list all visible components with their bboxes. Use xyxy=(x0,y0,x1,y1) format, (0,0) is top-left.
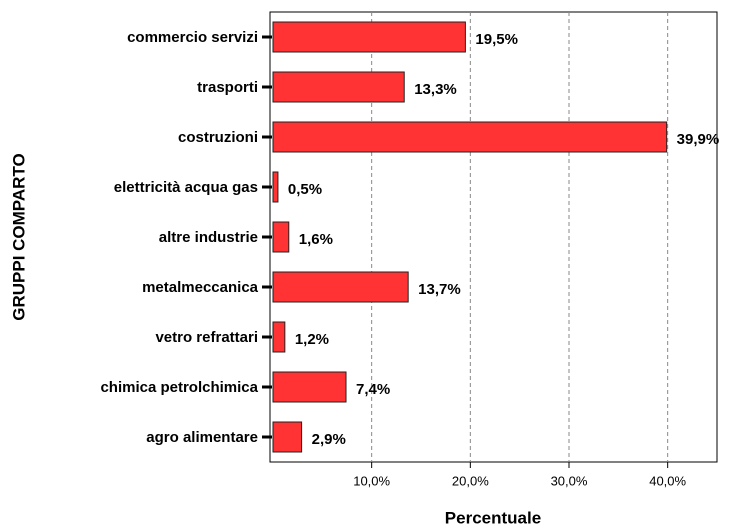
bar xyxy=(272,271,409,303)
value-label: 19,5% xyxy=(475,31,518,48)
value-label: 1,2% xyxy=(295,331,329,348)
y-tick-label: metalmeccanica xyxy=(142,279,259,296)
x-tick-label: 40,0% xyxy=(649,473,686,488)
value-label: 2,9% xyxy=(312,431,346,448)
x-tick-label: 30,0% xyxy=(551,473,588,488)
value-label: 0,5% xyxy=(288,181,322,198)
bar xyxy=(272,71,405,103)
value-label: 13,3% xyxy=(414,81,457,98)
x-axis-title: Percentuale xyxy=(445,508,541,527)
y-tick-label: costruzioni xyxy=(178,129,258,146)
bar xyxy=(272,371,347,403)
x-tick-label: 10,0% xyxy=(353,473,390,488)
value-label: 7,4% xyxy=(356,381,390,398)
y-tick-label: elettricità acqua gas xyxy=(114,179,258,196)
bar xyxy=(272,21,466,53)
bar xyxy=(272,121,668,153)
y-tick-label: agro alimentare xyxy=(146,429,258,446)
bar xyxy=(272,421,303,453)
y-tick-label: vetro refrattari xyxy=(155,329,258,346)
x-tick-label: 20,0% xyxy=(452,473,489,488)
y-axis-title: GRUPPI COMPARTO xyxy=(9,153,28,321)
bar xyxy=(272,171,279,203)
value-label: 1,6% xyxy=(299,231,333,248)
value-label: 13,7% xyxy=(418,281,461,298)
y-tick-label: chimica petrolchimica xyxy=(100,379,258,396)
y-tick-label: commercio servizi xyxy=(127,29,258,46)
bar xyxy=(272,221,290,253)
value-label: 39,9% xyxy=(677,131,720,148)
y-tick-label: trasporti xyxy=(197,79,258,96)
y-tick-label: altre industrie xyxy=(159,229,258,246)
bar xyxy=(272,321,286,353)
